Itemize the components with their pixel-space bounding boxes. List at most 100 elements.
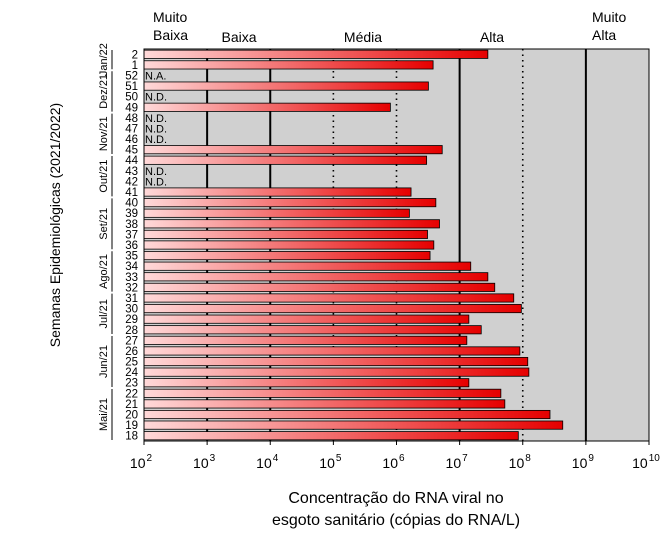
- week-label: 34: [125, 261, 138, 273]
- bar: [143, 282, 496, 292]
- x-tick-label: 103: [193, 453, 216, 471]
- week-label: 21: [125, 399, 138, 411]
- bar: [143, 187, 412, 197]
- bar: [143, 60, 434, 70]
- plot-frame: [143, 48, 650, 442]
- bar: [143, 240, 435, 250]
- week-label: 45: [125, 145, 138, 157]
- week-label: 46: [125, 134, 138, 146]
- bar: [143, 346, 521, 356]
- x-tick-label: 105: [319, 453, 342, 471]
- bar-note: N.D.: [145, 123, 167, 135]
- bar: [143, 314, 470, 324]
- week-label: 33: [125, 272, 138, 284]
- week-label: 52: [125, 70, 138, 82]
- month-label: Ago/21: [98, 254, 110, 289]
- week-label: 19: [125, 420, 138, 432]
- x-tick-label: 108: [509, 453, 532, 471]
- week-label: 44: [125, 155, 138, 167]
- zone-label-0-0: Muito: [153, 9, 187, 25]
- week-label: 18: [125, 431, 138, 443]
- bar: [143, 208, 410, 218]
- bar-note: N.D.: [145, 166, 167, 178]
- bar: [143, 388, 502, 398]
- week-label: 25: [125, 357, 138, 369]
- week-label: 30: [125, 304, 138, 316]
- bar: [143, 335, 468, 345]
- bar: [143, 378, 470, 388]
- zone-label-4-0: Muito: [592, 9, 626, 25]
- zone-band-4: [585, 49, 649, 441]
- bar: [143, 272, 489, 282]
- week-label: 36: [125, 240, 138, 252]
- month-label: Dez/21: [98, 74, 110, 109]
- bar: [143, 251, 431, 261]
- bar: [143, 145, 443, 155]
- zone-label-2-0: Média: [344, 29, 382, 45]
- month-label: Jul/21: [98, 299, 110, 328]
- bar-note: N.D.: [145, 176, 167, 188]
- bar: [143, 219, 440, 229]
- week-label: 38: [125, 219, 138, 231]
- x-tick-label: 109: [572, 453, 595, 471]
- month-label: Jan/22: [98, 43, 110, 76]
- week-label: 24: [125, 367, 138, 379]
- week-label: 26: [125, 346, 138, 358]
- month-label: Mai/21: [98, 398, 110, 431]
- week-label: 43: [125, 166, 138, 178]
- bar: [143, 49, 489, 59]
- zone-labels: Muito Baixa Baixa Média Alta Muito Alta: [153, 9, 626, 45]
- x-tick-label: 107: [446, 453, 469, 471]
- x-ticks: 102 103 104 105 106 107 108 109 1010: [130, 441, 660, 471]
- week-label: 50: [125, 92, 138, 104]
- week-label: 1: [132, 60, 138, 72]
- bar: [143, 399, 506, 409]
- week-label: 42: [125, 176, 138, 188]
- week-label: 39: [125, 208, 138, 220]
- week-label: 2: [132, 49, 138, 61]
- bar: [143, 293, 515, 303]
- week-label: 51: [125, 81, 138, 93]
- zone-band-3: [459, 49, 586, 441]
- week-label: 40: [125, 198, 138, 210]
- week-label: 23: [125, 378, 138, 390]
- week-label: 29: [125, 314, 138, 326]
- week-label: 37: [125, 229, 138, 241]
- bar: [143, 261, 472, 271]
- month-label: Out/21: [98, 160, 110, 193]
- week-labels: 2152515049484746454443424140393837363534…: [125, 49, 138, 442]
- x-tick-label: 106: [382, 453, 405, 471]
- week-label: 28: [125, 325, 138, 337]
- week-label: 32: [125, 282, 138, 294]
- week-label: 22: [125, 388, 138, 400]
- zone-label-0-1: Baixa: [153, 27, 188, 43]
- x-tick-label: 102: [130, 453, 153, 471]
- bar: [143, 325, 482, 335]
- zone-label-3-0: Alta: [480, 29, 504, 45]
- week-label: 48: [125, 113, 138, 125]
- bar-note: N.D.: [145, 92, 167, 104]
- bar-note: N.D.: [145, 113, 167, 125]
- bar: [143, 357, 529, 367]
- week-label: 27: [125, 335, 138, 347]
- bar: [143, 229, 428, 239]
- x-axis-label-line-1: Concentração do RNA viral no: [288, 490, 503, 507]
- bar: [143, 81, 429, 91]
- bar: [143, 102, 391, 112]
- bar-note: N.A.: [145, 70, 166, 82]
- zone-label-1-0: Baixa: [221, 29, 256, 45]
- bar: [143, 431, 519, 441]
- month-label: Set/21: [98, 208, 110, 240]
- bar: [143, 198, 437, 208]
- month-label: Nov/21: [98, 116, 110, 151]
- y-axis-label: Semanas Epidemiológicas (2021/2022): [47, 103, 63, 347]
- x-tick-label: 1010: [632, 453, 660, 471]
- week-label: 41: [125, 187, 138, 199]
- week-label: 47: [125, 123, 138, 135]
- month-label: Jun/21: [98, 345, 110, 378]
- week-label: 35: [125, 251, 138, 263]
- bar: [143, 304, 522, 314]
- week-label: 20: [125, 410, 138, 422]
